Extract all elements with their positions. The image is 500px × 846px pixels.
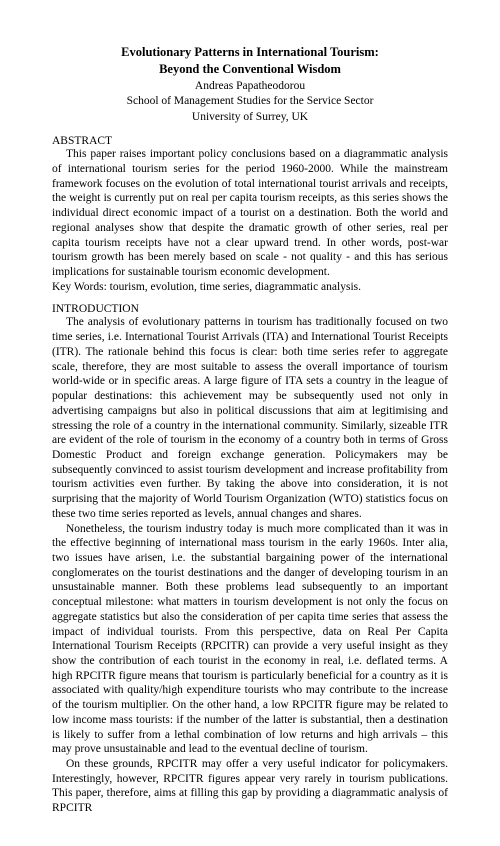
- paper-title-line1: Evolutionary Patterns in International T…: [52, 44, 448, 61]
- title-block: Evolutionary Patterns in International T…: [52, 44, 448, 125]
- abstract-header: ABSTRACT: [52, 135, 448, 147]
- introduction-p2: Nonetheless, the tourism industry today …: [52, 522, 448, 758]
- introduction-header: INTRODUCTION: [52, 303, 448, 315]
- abstract-body: This paper raises important policy concl…: [52, 147, 448, 279]
- abstract-keywords: Key Words: tourism, evolution, time seri…: [52, 280, 448, 295]
- paper-title-line2: Beyond the Conventional Wisdom: [52, 61, 448, 78]
- page-content: Evolutionary Patterns in International T…: [0, 0, 500, 846]
- affiliation-line1: School of Management Studies for the Ser…: [52, 94, 448, 110]
- author-name: Andreas Papatheodorou: [52, 79, 448, 95]
- affiliation-line2: University of Surrey, UK: [52, 110, 448, 126]
- introduction-p1: The analysis of evolutionary patterns in…: [52, 315, 448, 521]
- introduction-p3: On these grounds, RPCITR may offer a ver…: [52, 757, 448, 816]
